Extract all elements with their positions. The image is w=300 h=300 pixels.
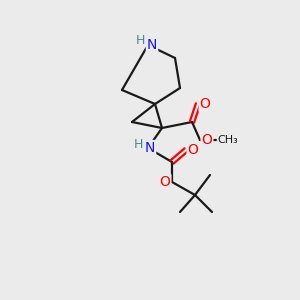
Text: CH₃: CH₃ (218, 135, 239, 145)
Text: H: H (135, 34, 145, 46)
Text: O: O (202, 133, 212, 147)
Text: O: O (160, 175, 170, 189)
Text: O: O (200, 97, 210, 111)
Text: N: N (147, 38, 157, 52)
Text: O: O (188, 143, 198, 157)
Text: N: N (145, 141, 155, 155)
Text: H: H (133, 139, 143, 152)
